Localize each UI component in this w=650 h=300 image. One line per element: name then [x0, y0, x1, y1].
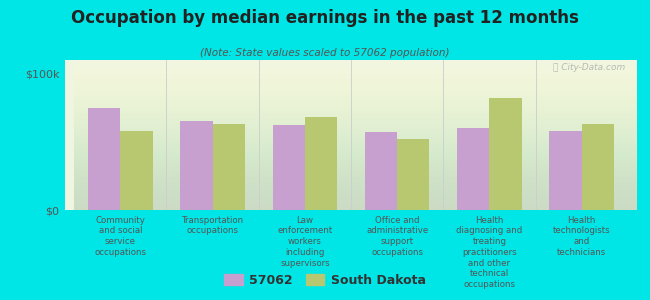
Text: Occupation by median earnings in the past 12 months: Occupation by median earnings in the pas…	[71, 9, 579, 27]
Bar	[397, 139, 430, 210]
Bar	[213, 124, 245, 210]
Text: (Note: State values scaled to 57062 population): (Note: State values scaled to 57062 popu…	[200, 48, 450, 58]
Bar	[305, 117, 337, 210]
Text: Ⓜ City-Data.com: Ⓜ City-Data.com	[553, 63, 625, 72]
Legend: 57062, South Dakota: 57062, South Dakota	[221, 270, 429, 291]
Bar	[365, 132, 397, 210]
Bar	[180, 122, 213, 210]
Bar	[489, 98, 522, 210]
Bar	[272, 125, 305, 210]
Bar	[457, 128, 489, 210]
Bar	[582, 124, 614, 210]
Bar	[88, 108, 120, 210]
Bar	[549, 131, 582, 210]
Bar	[120, 131, 153, 210]
